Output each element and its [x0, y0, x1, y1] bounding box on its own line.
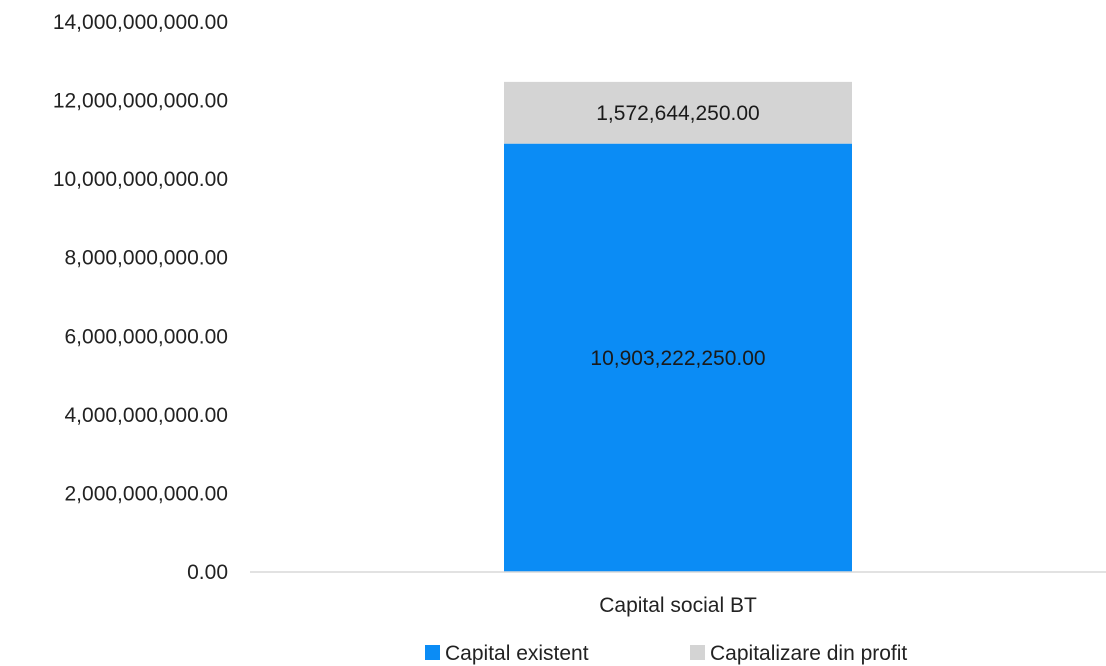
data-label: 1,572,644,250.00 — [596, 102, 760, 125]
data-label: 10,903,222,250.00 — [590, 347, 765, 370]
y-tick-label: 8,000,000,000.00 — [65, 247, 229, 270]
y-tick-label: 4,000,000,000.00 — [65, 404, 229, 427]
bar-segment-capital-existent — [504, 143, 852, 572]
y-tick-label: 6,000,000,000.00 — [65, 325, 229, 348]
legend-swatch — [425, 645, 440, 660]
legend: Capital existent Capitalizare din profit — [425, 642, 907, 665]
x-category-label: Capital social BT — [599, 594, 757, 617]
bars-group: 10,903,222,250.00 1,572,644,250.00 — [504, 81, 852, 572]
legend-label: Capital existent — [445, 642, 589, 665]
y-tick-label: 12,000,000,000.00 — [53, 90, 228, 113]
bar-segment-capitalizare-din-profit — [504, 81, 852, 144]
y-tick-label: 10,000,000,000.00 — [53, 168, 228, 191]
y-tick-label: 14,000,000,000.00 — [53, 11, 228, 34]
legend-swatch — [690, 645, 705, 660]
legend-label: Capitalizare din profit — [710, 642, 907, 665]
y-tick-label: 2,000,000,000.00 — [65, 482, 229, 505]
y-axis: 0.00 2,000,000,000.00 4,000,000,000.00 6,00… — [53, 11, 228, 584]
x-axis: Capital social BT — [599, 594, 757, 617]
y-tick-label: 0.00 — [187, 561, 228, 584]
